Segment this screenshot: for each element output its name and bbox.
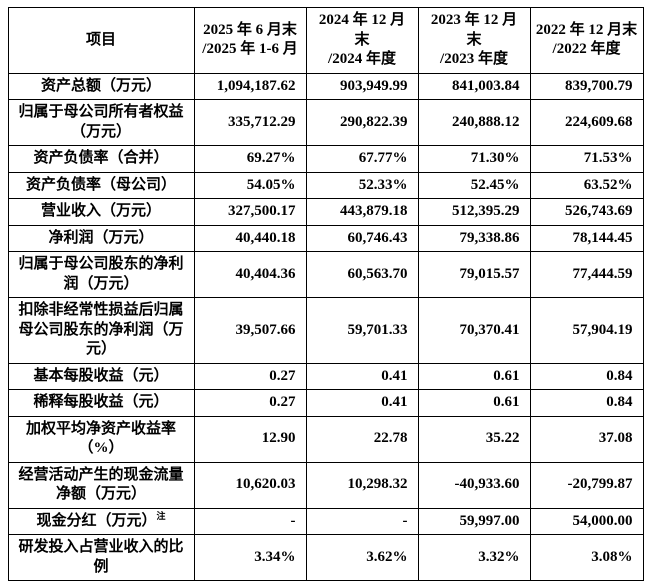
value-cell: 0.41 [305, 362, 419, 390]
value-cell: 71.53% [529, 145, 644, 173]
value-cell: 35.22 [417, 415, 531, 463]
value-cell: 39,507.66 [193, 297, 307, 364]
value-cell: 0.27 [193, 389, 307, 417]
value-cell: 60,746.43 [305, 224, 419, 252]
value-cell: 10,298.32 [305, 461, 419, 509]
value-cell: 54,000.00 [529, 507, 644, 535]
row-label: 归属于母公司所有者权益（万元） [7, 99, 195, 146]
value-cell: 40,440.18 [193, 224, 307, 252]
table-row-debt-ratio-consolidated: 资产负债率（合并） 69.27% 67.77% 71.30% 71.53% [7, 145, 644, 173]
value-cell: 3.62% [305, 534, 419, 581]
row-label: 资产总额（万元） [7, 72, 195, 100]
table-row-rd-ratio: 研发投入占营业收入的比例 3.34% 3.62% 3.32% 3.08% [7, 534, 644, 581]
value-cell: 526,743.69 [529, 198, 644, 226]
value-cell: 22.78 [305, 415, 419, 463]
value-cell: 327,500.17 [193, 198, 307, 226]
value-cell: 52.33% [305, 171, 419, 199]
value-cell: 59,997.00 [417, 507, 531, 535]
table-row-parent-net-profit: 归属于母公司股东的净利润（万元） 40,404.36 60,563.70 79,… [7, 251, 644, 298]
value-cell: 79,338.86 [417, 224, 531, 252]
row-label: 扣除非经常性损益后归属母公司股东的净利润（万元） [7, 297, 195, 364]
header-period-2025: 2025 年 6 月末 /2025 年 1-6 月 [193, 7, 307, 74]
table-row-basic-eps: 基本每股收益（元） 0.27 0.41 0.61 0.84 [7, 362, 644, 390]
footnote-marker: 注 [156, 510, 166, 521]
row-label: 经营活动产生的现金流量净额（万元） [7, 461, 195, 509]
row-label: 资产负债率（母公司） [7, 171, 195, 199]
financial-indicators-table: 项目 2025 年 6 月末 /2025 年 1-6 月 2024 年 12 月… [7, 7, 644, 581]
value-cell: - [193, 507, 307, 535]
value-cell: 12.90 [193, 415, 307, 463]
table-row-weighted-roe: 加权平均净资产收益率（%） 12.90 22.78 35.22 37.08 [7, 415, 644, 463]
row-label: 基本每股收益（元） [7, 362, 195, 390]
value-cell: 37.08 [529, 415, 644, 463]
value-cell: 0.27 [193, 362, 307, 390]
value-cell: 841,003.84 [417, 72, 531, 100]
row-label: 营业收入（万元） [7, 198, 195, 226]
table-row-cash-dividend: 现金分红（万元）注 - - 59,997.00 54,000.00 [7, 507, 644, 535]
header-period-2024: 2024 年 12 月末 /2024 年度 [305, 7, 419, 74]
header-item: 项目 [7, 7, 195, 74]
row-label: 净利润（万元） [7, 224, 195, 252]
table-row-deducted-net-profit: 扣除非经常性损益后归属母公司股东的净利润（万元） 39,507.66 59,70… [7, 297, 644, 364]
value-cell: 0.61 [417, 362, 531, 390]
value-cell: 290,822.39 [305, 99, 419, 146]
value-cell: 70,370.41 [417, 297, 531, 364]
value-cell: 69.27% [193, 145, 307, 173]
value-cell: 59,701.33 [305, 297, 419, 364]
value-cell: 67.77% [305, 145, 419, 173]
row-label: 归属于母公司股东的净利润（万元） [7, 251, 195, 298]
value-cell: 443,879.18 [305, 198, 419, 226]
value-cell: 78,144.45 [529, 224, 644, 252]
value-cell: 839,700.79 [529, 72, 644, 100]
table-row-diluted-eps: 稀释每股收益（元） 0.27 0.41 0.61 0.84 [7, 389, 644, 417]
value-cell: 52.45% [417, 171, 531, 199]
value-cell: 335,712.29 [193, 99, 307, 146]
row-label: 稀释每股收益（元） [7, 389, 195, 417]
table-row-total-assets: 资产总额（万元） 1,094,187.62 903,949.99 841,003… [7, 72, 644, 100]
value-cell: 3.08% [529, 534, 644, 581]
row-label: 资产负债率（合并） [7, 145, 195, 173]
value-cell: 63.52% [529, 171, 644, 199]
table-row-revenue: 营业收入（万元） 327,500.17 443,879.18 512,395.2… [7, 198, 644, 226]
value-cell: 903,949.99 [305, 72, 419, 100]
table-row-debt-ratio-parent: 资产负债率（母公司） 54.05% 52.33% 52.45% 63.52% [7, 171, 644, 199]
table-row-parent-equity: 归属于母公司所有者权益（万元） 335,712.29 290,822.39 24… [7, 99, 644, 146]
value-cell: 71.30% [417, 145, 531, 173]
table-row-operating-cash-flow: 经营活动产生的现金流量净额（万元） 10,620.03 10,298.32 -4… [7, 461, 644, 509]
header-period-2023: 2023 年 12 月末 /2023 年度 [417, 7, 531, 74]
value-cell: 79,015.57 [417, 251, 531, 298]
value-cell: - [305, 507, 419, 535]
header-period-2022: 2022 年 12 月末 /2022 年度 [529, 7, 644, 74]
row-label-text: 现金分红（万元） [36, 512, 157, 529]
value-cell: 3.34% [193, 534, 307, 581]
value-cell: 77,444.59 [529, 251, 644, 298]
value-cell: 240,888.12 [417, 99, 531, 146]
value-cell: 0.61 [417, 389, 531, 417]
value-cell: 60,563.70 [305, 251, 419, 298]
table-row-net-profit: 净利润（万元） 40,440.18 60,746.43 79,338.86 78… [7, 224, 644, 252]
value-cell: 0.84 [529, 362, 644, 390]
value-cell: 512,395.29 [417, 198, 531, 226]
value-cell: 1,094,187.62 [193, 72, 307, 100]
value-cell: -20,799.87 [529, 461, 644, 509]
value-cell: 54.05% [193, 171, 307, 199]
value-cell: 10,620.03 [193, 461, 307, 509]
table-header-row: 项目 2025 年 6 月末 /2025 年 1-6 月 2024 年 12 月… [7, 7, 644, 74]
value-cell: -40,933.60 [417, 461, 531, 509]
row-label: 研发投入占营业收入的比例 [7, 534, 195, 581]
row-label: 现金分红（万元）注 [7, 507, 195, 535]
row-label: 加权平均净资产收益率（%） [7, 415, 195, 463]
value-cell: 0.41 [305, 389, 419, 417]
value-cell: 0.84 [529, 389, 644, 417]
value-cell: 40,404.36 [193, 251, 307, 298]
value-cell: 57,904.19 [529, 297, 644, 364]
value-cell: 224,609.68 [529, 99, 644, 146]
value-cell: 3.32% [417, 534, 531, 581]
